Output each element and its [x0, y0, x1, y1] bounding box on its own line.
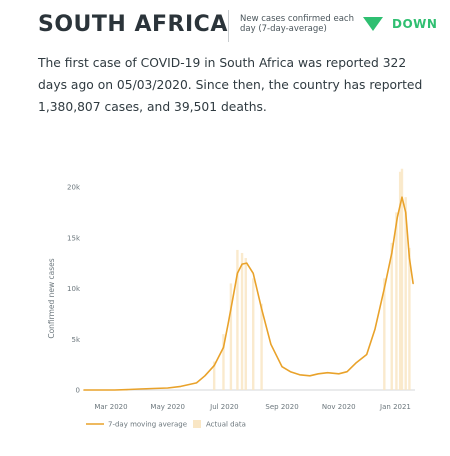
legend-bar-swatch	[193, 420, 201, 428]
y-tick-label: 5k	[71, 336, 80, 344]
actual-data-bar	[390, 242, 393, 390]
header: SOUTH AFRICA New cases confirmed each da…	[38, 8, 438, 44]
x-tick-label: Jan 2021	[379, 403, 411, 411]
actual-data-bar	[222, 334, 225, 390]
actual-data-bar	[395, 212, 398, 390]
actual-data-bar	[400, 168, 404, 390]
header-divider	[228, 10, 229, 42]
metric-label: New cases confirmed each day (7-day-aver…	[240, 14, 354, 34]
actual-data-bar	[229, 283, 233, 390]
actual-data-bar	[252, 278, 255, 390]
actual-data-bar	[398, 171, 402, 390]
actual-data-bar	[212, 361, 216, 390]
triangle-down-icon	[363, 17, 383, 31]
actual-data-bar	[240, 252, 244, 390]
actual-data-bar	[404, 197, 407, 390]
x-tick-label: Nov 2020	[322, 403, 356, 411]
actual-data-bar	[260, 303, 263, 390]
moving-average-line	[83, 196, 414, 391]
trend-indicator: DOWN	[362, 14, 442, 36]
y-tick-label: 10k	[67, 285, 81, 293]
legend-label-moving-average: 7-day moving average	[108, 421, 187, 429]
actual-data-bar	[236, 249, 239, 390]
x-tick-label: Sep 2020	[265, 403, 298, 411]
actual-data-bar	[244, 258, 247, 390]
x-tick-label: Jul 2020	[209, 403, 239, 411]
legend-label-actual-data: Actual data	[206, 421, 246, 429]
y-tick-label: 20k	[67, 184, 81, 192]
x-tick-label: Mar 2020	[94, 403, 127, 411]
actual-data-bar	[383, 278, 386, 390]
summary-text: The first case of COVID-19 in South Afri…	[38, 56, 423, 114]
country-title: SOUTH AFRICA	[38, 12, 228, 37]
x-tick-label: May 2020	[150, 403, 185, 411]
y-tick-label: 15k	[67, 234, 81, 242]
actual-data-bar	[408, 247, 411, 390]
y-tick-label: 0	[76, 387, 80, 395]
trend-label: DOWN	[392, 17, 438, 31]
y-axis-title: Confirmed new cases	[47, 258, 56, 338]
